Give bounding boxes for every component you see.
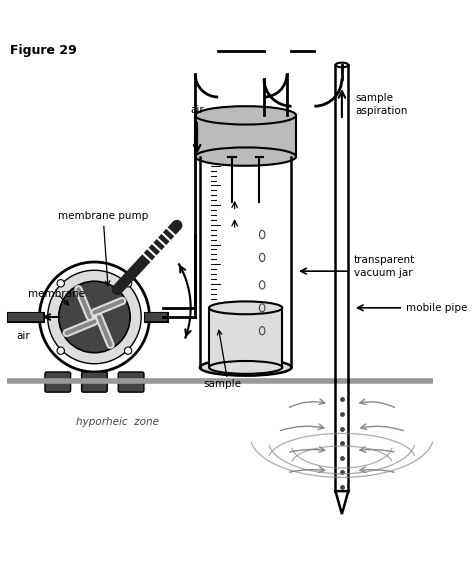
- Ellipse shape: [336, 62, 348, 67]
- Circle shape: [125, 279, 132, 287]
- Ellipse shape: [200, 148, 292, 165]
- Ellipse shape: [195, 148, 296, 166]
- Text: air: air: [17, 331, 30, 341]
- Ellipse shape: [200, 359, 292, 375]
- Text: Figure 29: Figure 29: [10, 44, 77, 57]
- Text: hyporheic  zone: hyporheic zone: [76, 417, 159, 427]
- Circle shape: [113, 285, 122, 294]
- Text: sample: sample: [204, 379, 242, 389]
- FancyBboxPatch shape: [82, 372, 107, 392]
- Ellipse shape: [209, 361, 283, 374]
- FancyBboxPatch shape: [45, 372, 71, 392]
- Text: sample
aspiration: sample aspiration: [356, 93, 408, 115]
- Text: mobile pipe: mobile pipe: [406, 303, 467, 313]
- Text: membrane: membrane: [28, 289, 85, 299]
- Circle shape: [39, 262, 149, 372]
- Text: transparent
vacuum jar: transparent vacuum jar: [354, 256, 415, 278]
- Circle shape: [59, 281, 130, 353]
- FancyBboxPatch shape: [118, 372, 144, 392]
- Circle shape: [57, 347, 64, 354]
- FancyBboxPatch shape: [195, 115, 296, 157]
- Circle shape: [57, 279, 64, 287]
- Text: membrane pump: membrane pump: [58, 211, 149, 221]
- Ellipse shape: [209, 302, 283, 314]
- Polygon shape: [336, 491, 348, 514]
- Circle shape: [87, 310, 102, 324]
- Circle shape: [125, 347, 132, 354]
- Ellipse shape: [195, 106, 296, 124]
- Circle shape: [48, 270, 141, 364]
- FancyBboxPatch shape: [209, 308, 283, 367]
- Text: air: air: [190, 105, 204, 115]
